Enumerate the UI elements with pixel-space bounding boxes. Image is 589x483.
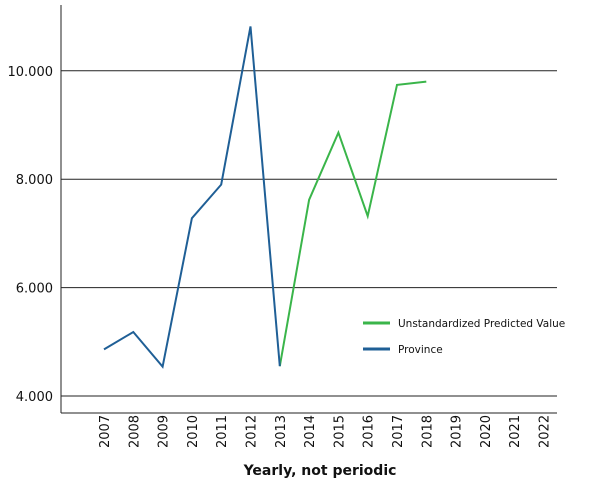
x-tick-label: 2015 (332, 415, 347, 448)
x-tick-label: 2010 (186, 415, 201, 448)
x-axis-title: Yearly, not periodic (243, 463, 397, 479)
x-tick-label: 2007 (98, 415, 113, 448)
x-tick-label: 2018 (420, 415, 435, 448)
x-tick-labels: 2007 2008 2009 2010 2011 2012 2013 2014 2015 2016… (98, 415, 553, 448)
y-tick-label: 6.000 (16, 282, 53, 297)
x-tick-label: 2011 (215, 415, 230, 448)
series-line-2 (103, 26, 281, 369)
y-tick-labels: 4.000 6.000 8.000 10.000 (8, 65, 54, 405)
x-tick-label: 2008 (127, 415, 142, 448)
x-tick-label: 2014 (303, 415, 318, 448)
legend-label: Province (398, 344, 443, 356)
x-tick-label: 2012 (245, 415, 260, 448)
y-tick-label: 4.000 (16, 390, 53, 405)
series-lines (103, 26, 427, 369)
x-tick-label: 2016 (362, 415, 377, 448)
x-tick-label: 2021 (508, 415, 523, 448)
x-tick-label: 2019 (450, 415, 465, 448)
gridlines (61, 70, 557, 397)
x-tick-label: 2009 (157, 415, 172, 448)
legend-label: Unstandardized Predicted Value (398, 318, 565, 330)
x-tick-label: 2013 (274, 415, 289, 448)
y-tick-label: 8.000 (16, 173, 53, 188)
series-line-1 (278, 80, 427, 367)
x-tick-label: 2017 (391, 415, 406, 448)
y-tick-label: 10.000 (8, 65, 54, 80)
x-tick-label: 2022 (538, 415, 553, 448)
legend: Unstandardized Predicted Value Province (363, 318, 565, 356)
x-tick-label: 2020 (479, 415, 494, 448)
